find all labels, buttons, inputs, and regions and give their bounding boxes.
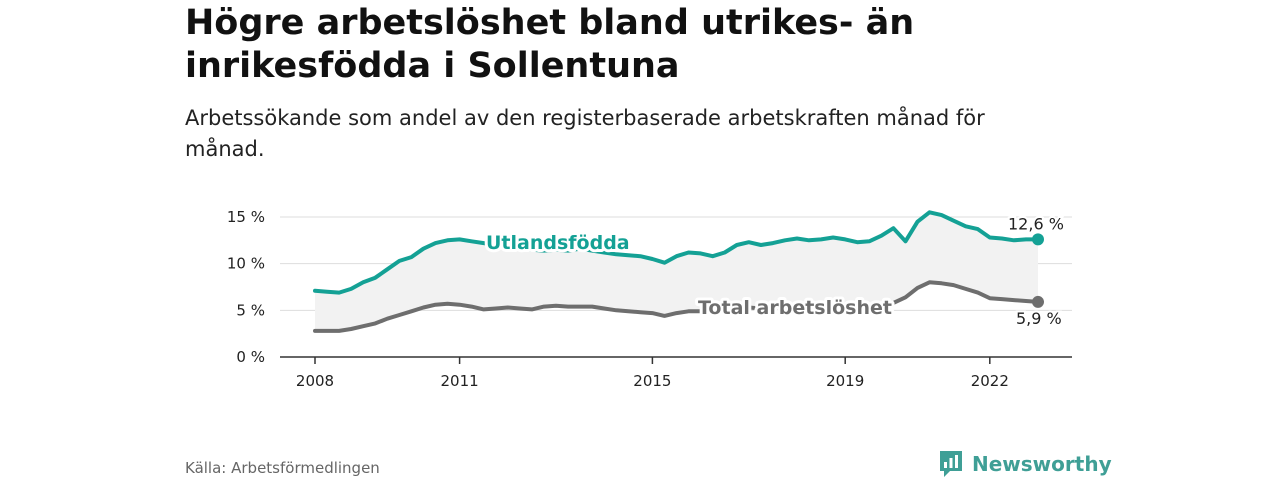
- end-label-total: 5,9 %: [1016, 309, 1062, 328]
- brand-logo[interactable]: Newsworthy: [938, 449, 1112, 479]
- source-note: Källa: Arbetsförmedlingen: [185, 459, 380, 477]
- end-marker-total: [1032, 295, 1044, 308]
- x-tick-label-3: 2019: [826, 372, 864, 390]
- axes: 0 % 5 % 10 % 15 % 2008 2011 2015 2019 2022: [227, 208, 1072, 390]
- area-between-series: [315, 212, 1038, 331]
- series-labels: Utlandsfödda Total arbetslöshet 12,6 % 5,9 …: [483, 212, 1066, 330]
- x-tick-label-4: 2022: [971, 372, 1009, 390]
- series-line-1: [313, 280, 1040, 333]
- series-label-utlandsfodda: Utlandsfödda: [486, 232, 630, 254]
- end-marker-utlandsfodda: [1032, 233, 1044, 246]
- chart-subtitle: Arbetssökande som andel av den registerb…: [185, 106, 985, 161]
- x-tick-label-1: 2011: [441, 372, 479, 390]
- end-label-utlandsfodda: 12,6 %: [1008, 214, 1064, 233]
- area-between-series-path: [315, 212, 1038, 331]
- chart-title: Högre arbetslöshet bland utrikes- än inr…: [185, 3, 915, 86]
- x-tick-label-2: 2015: [633, 372, 671, 390]
- y-tick-label-0: 0 %: [236, 348, 265, 366]
- series-label-total: Total arbetslöshet: [698, 297, 892, 319]
- series-lines: [313, 210, 1044, 333]
- newsworthy-logo-icon: [940, 451, 962, 477]
- y-tick-label-3: 15 %: [227, 208, 265, 226]
- brand-name: Newsworthy: [972, 452, 1112, 476]
- series-line-0: [313, 210, 1040, 295]
- x-tick-label-0: 2008: [296, 372, 334, 390]
- line-chart: 0 % 5 % 10 % 15 % 2008 2011 2015 2019 2022 Utlan…: [227, 208, 1072, 390]
- y-tick-label-2: 10 %: [227, 255, 265, 273]
- y-tick-label-1: 5 %: [236, 301, 265, 319]
